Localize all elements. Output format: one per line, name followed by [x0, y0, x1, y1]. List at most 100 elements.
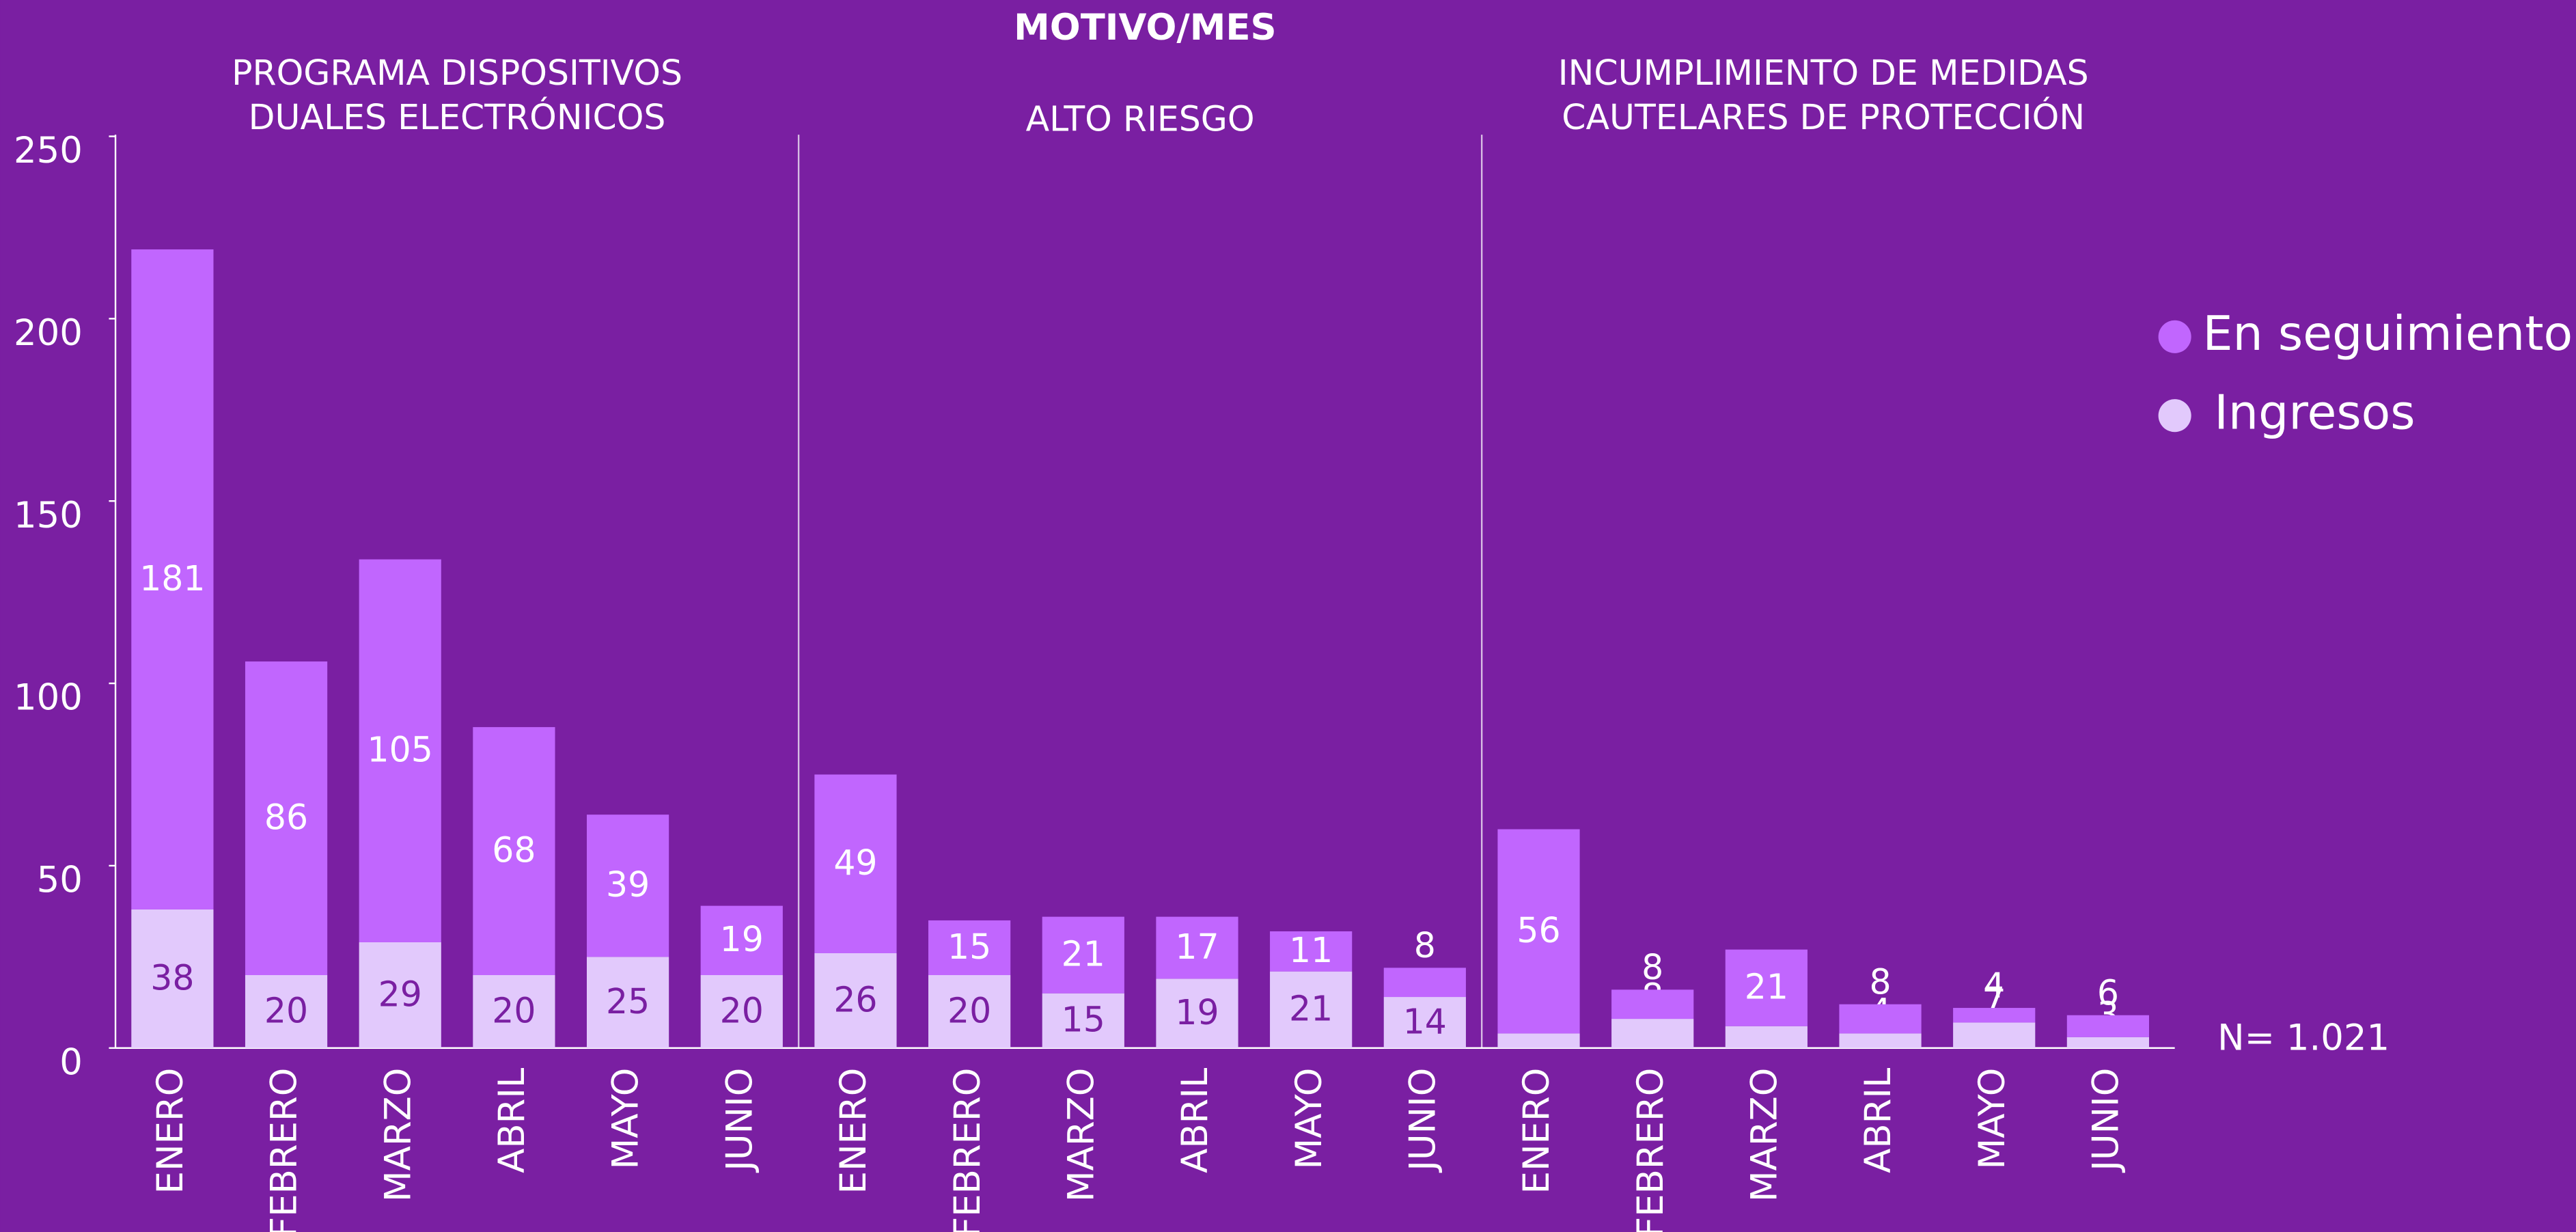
bar-segment	[1953, 1008, 2036, 1023]
bar-segment	[1270, 931, 1353, 972]
bar-segment	[1497, 1033, 1580, 1048]
value-label: 11	[1289, 930, 1333, 970]
x-tick-label: MAYO	[1971, 1068, 2013, 1170]
bar-segment	[586, 815, 669, 957]
bar-segment	[1839, 1004, 1922, 1034]
value-label: 6	[2097, 972, 2119, 1013]
bar-segment	[359, 942, 441, 1048]
bar-segment	[131, 249, 214, 909]
value-label: 20	[947, 990, 991, 1030]
value-label: 38	[150, 957, 194, 998]
x-tick-label: FEBRERO	[947, 1068, 988, 1232]
value-label: 25	[606, 981, 650, 1022]
bar-segment	[928, 975, 1011, 1048]
bar-segment	[1383, 997, 1466, 1048]
value-label: 20	[720, 990, 764, 1030]
x-tick-label: ABRIL	[491, 1067, 533, 1173]
bar-segment	[814, 774, 897, 953]
value-label: 68	[492, 830, 536, 870]
value-label: 181	[139, 558, 205, 599]
value-label: 86	[264, 797, 308, 837]
legend-label: En seguimiento	[2203, 306, 2573, 361]
bar-segment	[1497, 829, 1580, 1034]
x-tick-label: JUNIO	[1402, 1068, 1443, 1173]
value-label: 15	[1062, 1000, 1105, 1040]
legend-swatch	[2158, 320, 2191, 353]
bar-segment	[1156, 916, 1238, 979]
group-label: CAUTELARES DE PROTECCIÓN	[1562, 97, 2085, 137]
value-label: 8	[1642, 947, 1663, 987]
bar-segment	[245, 975, 328, 1048]
x-tick-label: ABRIL	[1174, 1067, 1216, 1173]
y-tick-label: 250	[14, 130, 83, 172]
bar-segment	[245, 661, 328, 976]
value-label: 21	[1745, 967, 1788, 1007]
bar-segment	[2066, 1037, 2149, 1048]
bar-segment	[473, 727, 555, 976]
value-label: 21	[1289, 989, 1333, 1029]
annotation: N= 1.021	[2217, 1017, 2390, 1058]
x-tick-label: ENERO	[150, 1068, 191, 1194]
value-label: 29	[378, 974, 422, 1014]
value-label: 19	[1175, 992, 1219, 1032]
value-label: 4	[1983, 966, 2005, 1006]
value-label: 20	[492, 990, 536, 1030]
bar-segment	[1611, 989, 1694, 1019]
bar-segment	[1042, 993, 1124, 1048]
y-tick-label: 100	[14, 677, 83, 719]
x-tick-label: MARZO	[1744, 1068, 1786, 1202]
value-label: 15	[947, 927, 991, 967]
bar-segment	[1725, 949, 1808, 1026]
bar-segment	[1042, 916, 1124, 994]
value-label: 17	[1175, 927, 1219, 967]
value-label: 20	[264, 990, 308, 1030]
legend-swatch	[2158, 399, 2191, 433]
bar-segment	[359, 559, 441, 942]
value-label: 8	[1414, 925, 1436, 966]
bar-segment	[928, 920, 1011, 976]
x-tick-label: JUNIO	[2086, 1068, 2127, 1173]
bar-segment	[1839, 1033, 1922, 1048]
y-tick-label: 0	[59, 1041, 83, 1083]
bar-segment	[473, 975, 555, 1048]
value-label: 8	[1869, 961, 1891, 1002]
bar-segment	[1270, 971, 1353, 1048]
x-tick-label: ENERO	[833, 1068, 874, 1194]
y-tick-label: 150	[14, 495, 83, 536]
value-label: 49	[833, 843, 877, 883]
bar-segment	[1156, 978, 1238, 1048]
bar-segment	[814, 953, 897, 1048]
bar-segment	[2066, 1015, 2149, 1037]
x-tick-label: FEBRERO	[264, 1068, 305, 1232]
bar-segment	[131, 909, 214, 1048]
bar-segment	[1725, 1026, 1808, 1048]
group-label: PROGRAMA DISPOSITIVOS	[232, 53, 682, 93]
x-tick-label: FEBRERO	[1630, 1068, 1672, 1232]
group-label: INCUMPLIMIENTO DE MEDIDAS	[1558, 53, 2089, 93]
group-label: ALTO RIESGO	[1026, 98, 1255, 139]
legend-label: Ingresos	[2214, 385, 2415, 440]
group-label: DUALES ELECTRÓNICOS	[249, 97, 666, 137]
x-tick-label: ABRIL	[1857, 1067, 1899, 1173]
x-tick-label: MAYO	[1288, 1068, 1330, 1170]
bar-segment	[700, 975, 783, 1048]
x-tick-label: MARZO	[1060, 1068, 1102, 1202]
y-tick-label: 50	[37, 860, 83, 901]
value-label: 105	[368, 730, 433, 770]
x-tick-label: MARZO	[377, 1068, 419, 1202]
x-tick-label: ENERO	[1516, 1068, 1557, 1194]
value-label: 56	[1516, 910, 1560, 950]
value-label: 26	[833, 979, 877, 1019]
x-tick-label: MAYO	[605, 1068, 647, 1170]
value-label: 39	[606, 864, 650, 905]
x-tick-label: JUNIO	[719, 1068, 760, 1173]
value-label: 14	[1403, 1001, 1447, 1041]
y-tick-label: 200	[14, 312, 83, 354]
value-label: 21	[1062, 934, 1105, 974]
bar-segment	[586, 957, 669, 1048]
bar-segment	[700, 905, 783, 976]
bar-segment	[1611, 1019, 1694, 1048]
chart-title: MOTIVO/MES	[1014, 7, 1276, 49]
